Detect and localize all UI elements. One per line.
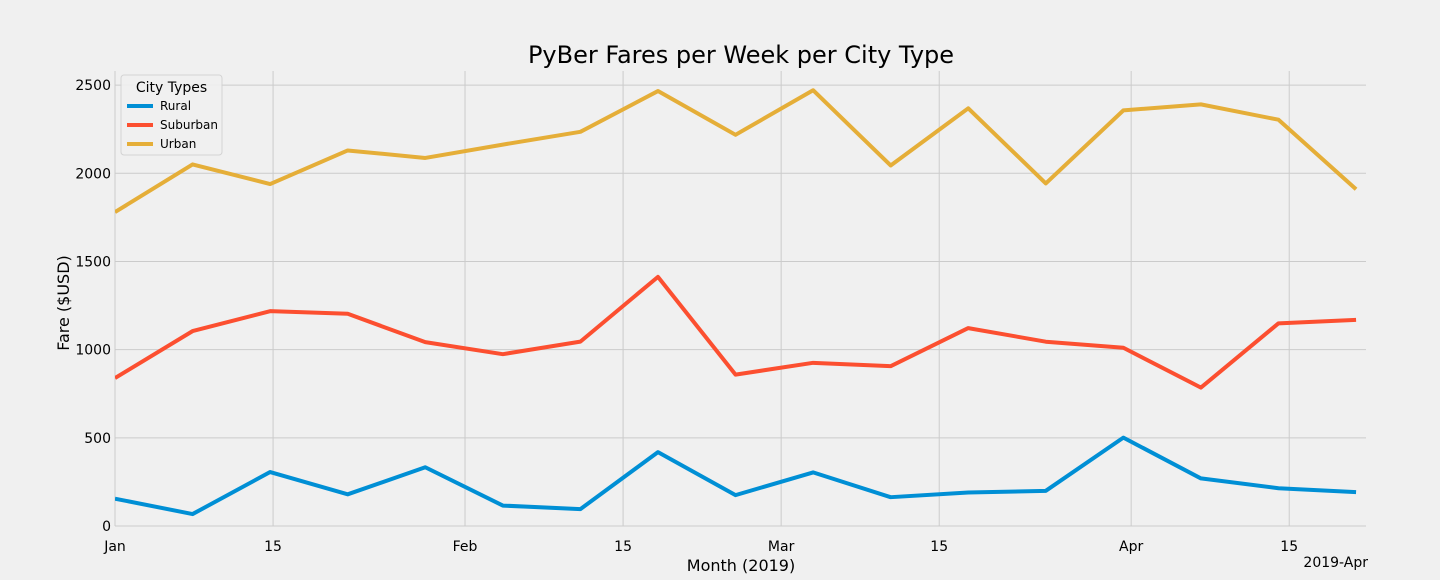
y-tick-label: 500 [84, 431, 111, 447]
series-lines [115, 90, 1356, 514]
legend: City Types Rural Suburban Urban [121, 75, 222, 155]
x-tick-label: Apr [1119, 539, 1143, 555]
x-tick-label: 15 [264, 539, 282, 555]
y-tick-label: 1500 [75, 254, 111, 270]
x-tick-label: Mar [768, 539, 795, 555]
y-tick-label: 2500 [75, 78, 111, 94]
legend-label: Suburban [160, 118, 218, 132]
x-axis-label: Month (2019) [687, 556, 795, 575]
y-tick-label: 2000 [75, 166, 111, 182]
x-axis-ticks: Jan 15 Feb 15 Mar 15 Apr 15 [103, 539, 1298, 555]
series-line-suburban [115, 277, 1356, 388]
y-tick-label: 1000 [75, 343, 111, 359]
x-tick-label: Jan [103, 539, 126, 555]
legend-label: Urban [160, 137, 196, 151]
x-tick-label: Feb [453, 539, 478, 555]
legend-label: Rural [160, 99, 191, 113]
y-axis-ticks: 0 500 1000 1500 2000 2500 [75, 78, 111, 535]
y-axis-label: Fare ($USD) [54, 255, 73, 351]
x-offset-label: 2019-Apr [1303, 555, 1368, 571]
x-tick-label: 15 [1280, 539, 1298, 555]
chart-title: PyBer Fares per Week per City Type [528, 41, 954, 69]
x-tick-label: 15 [930, 539, 948, 555]
series-line-rural [115, 438, 1356, 514]
x-tick-label: 15 [614, 539, 632, 555]
y-tick-label: 0 [102, 519, 111, 535]
grid [115, 71, 1366, 526]
series-line-urban [115, 90, 1356, 212]
legend-title: City Types [136, 80, 207, 96]
